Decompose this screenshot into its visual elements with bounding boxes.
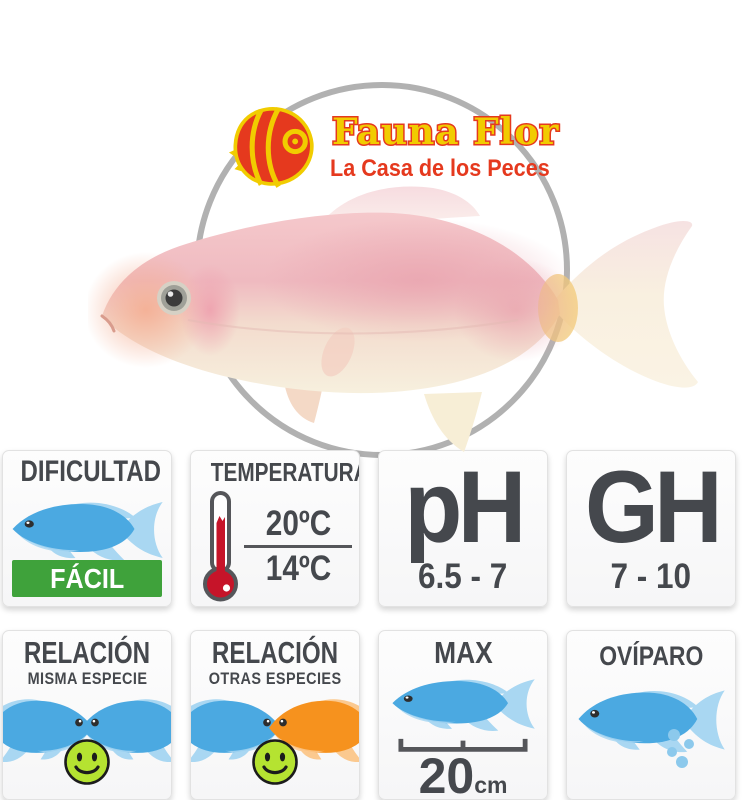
blue-fish-icon [12, 502, 163, 561]
brand-name-text: Fauna Flor [332, 111, 559, 153]
angelfish-logo-icon [228, 107, 314, 188]
temperature-min: 14ºC [265, 549, 331, 588]
temperature-content: 20ºC 14ºC [191, 489, 359, 605]
hero-section: Fauna Flor La Casa de los Peces [88, 82, 698, 458]
brand-text: Fauna Flor La Casa de los Peces [330, 104, 574, 183]
difficulty-badge: FÁCIL [12, 560, 162, 597]
max-size-unit: cm [474, 772, 508, 798]
gh-title: GH [584, 450, 723, 564]
smiley-icon [251, 738, 299, 786]
max-size-title: MAX [433, 635, 493, 670]
ruler-icon [398, 738, 528, 752]
relation-other-icons [191, 687, 359, 799]
brand-logo: Fauna Flor La Casa de los Peces [228, 104, 574, 190]
temperature-title: TEMPERATURA [210, 457, 360, 487]
relation-other-subtitle: OTRAS ESPECIES [208, 669, 342, 688]
thermometer-icon [203, 491, 238, 602]
tile-ph: pH 6.5 - 7 [378, 450, 548, 607]
temperature-max: 20ºC [265, 504, 331, 543]
brand-tagline: La Casa de los Peces [330, 155, 550, 182]
max-size-value: 20 [418, 748, 475, 800]
tile-max-size: MAX 20cm [378, 630, 548, 800]
ph-range: 6.5 - 7 [418, 557, 508, 596]
tile-relation-same-species: RELACIÓN MISMA ESPECIE [2, 630, 172, 800]
tile-temperature: TEMPERATURA 20ºC 14ºC [190, 450, 360, 607]
relation-same-title: RELACIÓN [23, 635, 151, 670]
relation-other-title: RELACIÓN [211, 635, 339, 670]
gh-range: 7 - 10 [610, 557, 692, 596]
relation-same-icons [3, 687, 171, 799]
tile-relation-other-species: RELACIÓN OTRAS ESPECIES [190, 630, 360, 800]
temperature-range: 20ºC 14ºC [244, 504, 352, 590]
brand-name: Fauna Flor [331, 110, 560, 154]
fish-eggs-icon [667, 729, 694, 768]
blue-fish-icon [392, 679, 535, 731]
difficulty-title: DIFICULTAD [20, 455, 161, 488]
smiley-icon [63, 738, 111, 786]
ph-title: pH [404, 450, 526, 564]
relation-same-subtitle: MISMA ESPECIE [27, 669, 147, 688]
tile-difficulty: DIFICULTAD FÁCIL [2, 450, 172, 607]
reproduction-title: OVÍPARO [598, 641, 704, 671]
tile-gh: GH 7 - 10 [566, 450, 736, 607]
max-size-value-line: 20cm [379, 751, 547, 799]
spec-tiles-grid: DIFICULTAD FÁCIL TEMPERATURA 20ºC 14ºC [2, 450, 736, 800]
difficulty-value: FÁCIL [49, 563, 125, 594]
tile-reproduction: OVÍPARO [566, 630, 736, 800]
